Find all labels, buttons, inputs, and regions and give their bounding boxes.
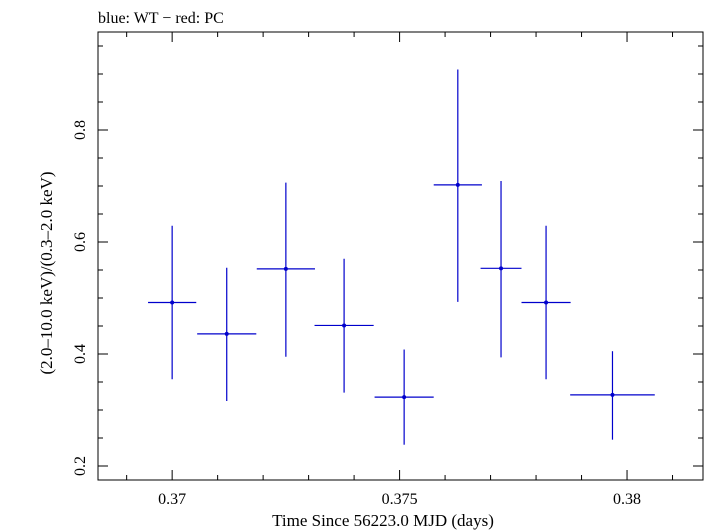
data-marker [499,266,504,271]
data-marker [455,182,460,187]
data-marker [610,392,615,397]
plot-frame [97,31,704,481]
y-axis-label: (2.0–10.0 keV)/(0.3–2.0 keV) [37,171,56,374]
x-tick-label: 0.37 [158,491,186,508]
data-point [480,180,522,358]
x-tick-label: 0.375 [382,491,418,508]
data-point [570,351,655,440]
data-point [374,349,434,445]
y-tick-label: 0.4 [72,344,89,364]
data-marker [283,266,288,271]
x-axis-label: Time Since 56223.0 MJD (days) [272,511,494,530]
data-point [314,258,374,393]
data-point [256,182,315,357]
chart-title: blue: WT − red: PC [98,10,224,27]
data-point [433,69,482,302]
x-tick-label: 0.38 [613,491,641,508]
data-point [197,267,257,402]
data-point [521,225,571,380]
y-tick-label: 0.6 [72,232,89,252]
data-marker [170,300,175,305]
data-marker [402,395,407,400]
data-marker [342,323,347,328]
y-tick-label: 0.2 [72,456,89,476]
y-tick-label: 0.8 [72,120,89,140]
data-point [148,225,197,380]
x-axis-ticks: 0.37 0.375 0.38 [126,32,674,508]
data-marker [224,331,229,336]
data-marker [544,300,549,305]
data-points [148,69,655,445]
y-axis-ticks: 0.2 0.4 0.6 0.8 [72,45,703,476]
